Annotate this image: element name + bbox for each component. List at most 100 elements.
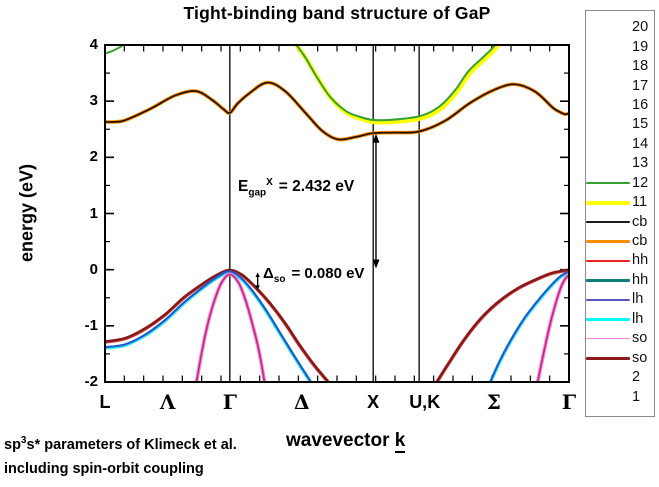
legend-item: cb: [586, 212, 654, 231]
legend-swatch: [586, 260, 630, 262]
band-curve-hh-valence-right: [435, 268, 569, 382]
x-axis-title: wavevector k: [286, 430, 406, 453]
band-curve-band12-green-left: [105, 45, 125, 55]
x-title-text: wavevector: [286, 430, 390, 451]
footnote-parameters: sp3s* parameters of Klimeck et al.: [4, 435, 237, 453]
y-tick-label: -2: [84, 373, 98, 390]
legend-item: 12: [586, 174, 654, 193]
legend-item: 14: [586, 135, 654, 154]
legend-swatch: [586, 356, 630, 360]
legend-label: 19: [632, 38, 649, 55]
band-curve-band12-green: [295, 45, 497, 122]
so-arrow-head-top: [255, 272, 260, 277]
x-axis-point-label: X: [367, 392, 380, 412]
egap-subscript: gap: [248, 187, 267, 199]
legend-item: 20: [586, 18, 654, 37]
legend-item: 17: [586, 76, 654, 95]
legend-item: 15: [586, 115, 654, 134]
plot-frame: [104, 44, 570, 383]
legend-item: 18: [586, 57, 654, 76]
legend-item: lh: [586, 290, 654, 309]
so-arrow-head-bottom: [255, 285, 260, 290]
legend-label: so: [632, 330, 648, 347]
fn1-sup: 3: [20, 435, 27, 446]
band-curve-under-lh-valence: [105, 270, 313, 382]
legend-label: lh: [632, 310, 644, 327]
y-tick-label: 0: [89, 260, 98, 278]
legend-label: 14: [632, 135, 649, 152]
legend-item: 13: [586, 154, 654, 173]
band-curve-under-cb-lowest: [105, 80, 569, 142]
legend-label: cb: [632, 213, 648, 230]
x-axis-point-label: Γ: [222, 390, 237, 414]
y-tick-label: 3: [89, 92, 98, 110]
egap-value: = 2.432 eV: [278, 178, 355, 196]
legend-label: 13: [632, 155, 649, 172]
legend-label: hh: [632, 252, 649, 269]
legend-label: 12: [632, 174, 649, 191]
legend-label: 11: [632, 194, 648, 211]
legend-label: cb: [632, 233, 648, 250]
y-tick-label: -1: [84, 316, 98, 334]
legend-item: lh: [586, 310, 654, 329]
egap-symbol: E: [238, 178, 249, 196]
legend-swatch: [586, 182, 630, 185]
legend-label: so: [632, 349, 648, 366]
legend-item: 1: [586, 387, 654, 406]
legend-label: 16: [632, 96, 649, 113]
chart-title: Tight-binding band structure of GaP: [183, 3, 491, 23]
legend-item: so: [586, 348, 654, 367]
x-axis-point-label: L: [99, 392, 111, 412]
egap-arrow-head-top: [372, 133, 380, 143]
band-curve-so-valence-right: [536, 273, 569, 382]
legend-label: 18: [632, 58, 649, 75]
delta-subscript: so: [273, 274, 286, 285]
y-tick-label: 1: [89, 204, 98, 222]
band-curve-cb-lowest: [105, 81, 569, 141]
legend-label: 2: [632, 369, 641, 386]
spin-orbit-annotation: Δso = 0.080 eV: [263, 265, 364, 285]
legend-label: 1: [632, 388, 641, 405]
band-gap-annotation: EgapX = 2.432 eV: [238, 177, 354, 198]
x-axis-point-label: Γ: [561, 390, 577, 414]
legend-swatch: [586, 278, 630, 282]
band-curves: [105, 45, 569, 382]
legend-swatch: [586, 317, 630, 321]
band-curve-lh-valence-right: [489, 270, 569, 382]
x-axis-point-label: Δ: [293, 390, 310, 414]
legend-swatch: [586, 200, 630, 205]
legend-label: 20: [632, 19, 649, 36]
band-curve-under-lh-valence-right: [488, 270, 569, 382]
legend-label: lh: [632, 291, 644, 308]
legend-label: 17: [632, 77, 649, 94]
legend-item: 16: [586, 96, 654, 115]
legend-item: 2: [586, 368, 654, 387]
delta-symbol: Δ: [263, 265, 274, 282]
x-axis-point-label: U,K: [409, 392, 441, 412]
legend-swatch: [586, 298, 630, 302]
legend-swatch: [586, 221, 630, 223]
x-axis-point-label: Σ: [486, 390, 501, 414]
egap-arrow-head-bottom: [372, 259, 380, 269]
fn1-pre: sp: [4, 436, 21, 453]
legend-item: hh: [586, 251, 654, 270]
legend-item: hh: [586, 271, 654, 290]
x-axis-point-label: Λ: [159, 390, 176, 414]
legend: 20 19 18 17 16 15 14 13 12 11 cb cb hh hh lh lh so so 2 1: [585, 10, 655, 417]
legend-item: 19: [586, 37, 654, 56]
fn1-post: s* parameters of Klimeck et al.: [26, 436, 237, 453]
band-curve-under-so-valence-right: [535, 272, 569, 382]
legend-swatch: [586, 240, 630, 244]
band-curve-lh-valence: [105, 270, 313, 382]
y-tick-label: 4: [89, 36, 98, 53]
footnote-spin-orbit: including spin-orbit coupling: [4, 461, 204, 477]
legend-item: 11: [586, 193, 654, 212]
y-tick-label: 2: [89, 148, 98, 166]
band-curve-so-valence: [195, 273, 266, 382]
legend-item: cb: [586, 232, 654, 251]
legend-swatch: [586, 337, 630, 340]
legend-label: hh: [632, 271, 649, 288]
band-curve-hh-valence: [105, 268, 331, 382]
